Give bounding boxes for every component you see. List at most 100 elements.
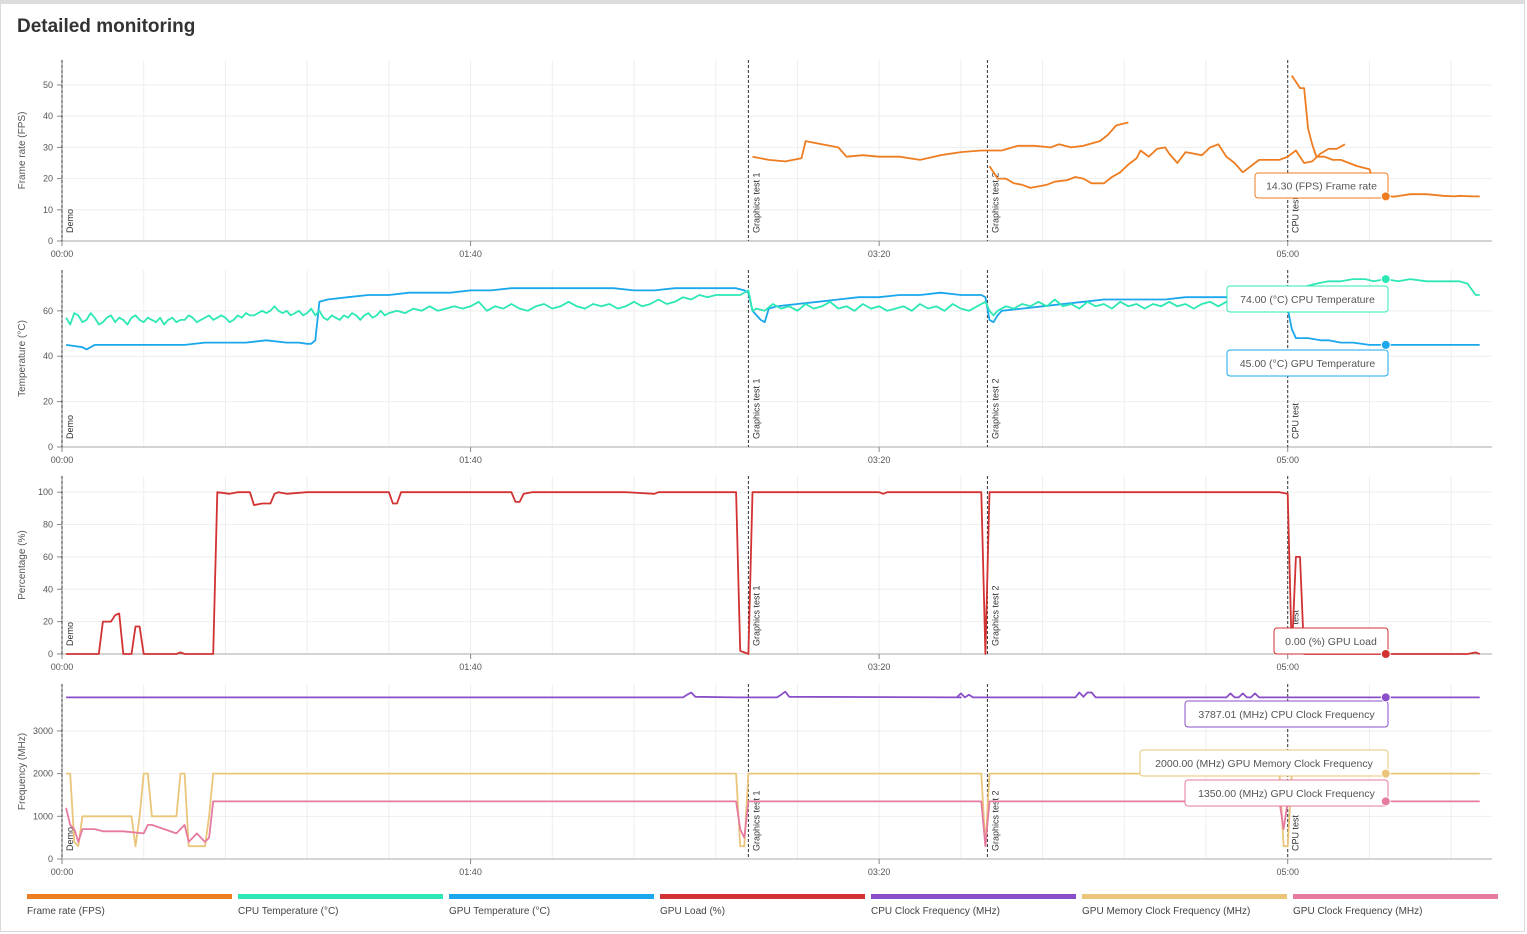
chart-panel-4: 0 1000 2000 3000 00:00 01:40 03:20 05:00 Frequen… bbox=[17, 684, 1492, 877]
y-axis-label: Percentage (%) bbox=[17, 530, 28, 599]
x-tick-label: 03:20 bbox=[868, 867, 891, 877]
test-marker-label: Demo bbox=[65, 622, 75, 646]
tooltip-text: 1350.00 (MHz) GPU Clock Frequency bbox=[1198, 788, 1376, 800]
legend-label: GPU Clock Frequency (MHz) bbox=[1293, 906, 1423, 917]
legend-color-swatch bbox=[660, 894, 865, 899]
legend-item[interactable]: GPU Memory Clock Frequency (MHz) bbox=[1082, 894, 1287, 917]
y-tick-label: 0 bbox=[48, 854, 53, 864]
y-tick-label: 80 bbox=[43, 520, 53, 530]
series-line-gpu-memory-clock-frequency bbox=[66, 772, 1480, 848]
chart-panel-1: 0 10 20 30 40 50 00:00 01:40 03:20 05:00 Frame rat… bbox=[17, 60, 1492, 259]
test-marker-label: CPU test bbox=[1291, 402, 1301, 439]
x-tick-label: 05:00 bbox=[1276, 867, 1299, 877]
series-line-gpu-load bbox=[66, 491, 1481, 655]
chart-panel-2: 0 20 40 60 00:00 01:40 03:20 05:00 Temperature (… bbox=[17, 270, 1492, 465]
y-axis-label: Frequency (MHz) bbox=[17, 733, 28, 810]
x-tick-label: 00:00 bbox=[51, 867, 74, 877]
x-tick-label: 03:20 bbox=[868, 662, 891, 672]
legend-label: GPU Load (%) bbox=[660, 906, 726, 917]
y-tick-label: 20 bbox=[43, 617, 53, 627]
test-marker-label: Graphics test 2 bbox=[990, 172, 1000, 233]
tooltip-box bbox=[1226, 285, 1389, 313]
y-tick-label: 0 bbox=[48, 649, 53, 659]
tooltip-text: 74.00 (°C) CPU Temperature bbox=[1240, 294, 1375, 306]
tooltip-text: 2000.00 (MHz) GPU Memory Clock Frequency bbox=[1155, 758, 1373, 770]
x-tick-label: 03:20 bbox=[868, 249, 891, 259]
legend-color-swatch bbox=[1293, 894, 1498, 899]
y-tick-label: 3000 bbox=[33, 726, 53, 736]
series-line-cpu-temperature bbox=[65, 278, 1480, 326]
y-tick-label: 20 bbox=[43, 174, 53, 184]
y-tick-label: 0 bbox=[48, 236, 53, 246]
tooltip-box bbox=[1273, 627, 1389, 655]
x-tick-label: 00:00 bbox=[51, 662, 74, 672]
tooltip-point[interactable] bbox=[1380, 692, 1391, 703]
legend-item[interactable]: GPU Load (%) bbox=[660, 894, 865, 917]
monitoring-charts: 0 10 20 30 40 50 00:00 01:40 03:20 05:00 Frame rat… bbox=[17, 60, 1492, 877]
tooltip-text: 3787.01 (MHz) CPU Clock Frequency bbox=[1198, 709, 1375, 721]
x-tick-label: 00:00 bbox=[51, 455, 74, 465]
tooltip-box bbox=[1226, 349, 1389, 377]
y-tick-label: 40 bbox=[43, 584, 53, 594]
test-marker-label: Graphics test 1 bbox=[751, 172, 761, 233]
test-marker-label: Demo bbox=[65, 415, 75, 439]
legend-item[interactable]: Frame rate (FPS) bbox=[27, 894, 232, 917]
series-line-frame-rate bbox=[752, 121, 1129, 163]
legend-label: GPU Temperature (°C) bbox=[449, 906, 551, 917]
y-tick-label: 20 bbox=[43, 397, 53, 407]
tooltip-point[interactable] bbox=[1380, 768, 1391, 779]
tooltip-text: 0.00 (%) GPU Load bbox=[1285, 636, 1377, 648]
y-tick-label: 30 bbox=[43, 142, 53, 152]
tooltip-box bbox=[1184, 700, 1389, 728]
tooltip-box bbox=[1184, 779, 1389, 807]
test-marker-label: Graphics test 2 bbox=[990, 378, 1000, 439]
legend-label: Frame rate (FPS) bbox=[27, 906, 105, 917]
tooltip-point[interactable] bbox=[1380, 796, 1391, 807]
tooltip-point[interactable] bbox=[1380, 191, 1391, 202]
y-axis-label: Temperature (°C) bbox=[17, 320, 28, 397]
test-marker-label: Graphics test 1 bbox=[751, 585, 761, 646]
tooltip-point[interactable] bbox=[1380, 339, 1391, 350]
x-tick-label: 05:00 bbox=[1276, 249, 1299, 259]
tooltip-box bbox=[1254, 172, 1389, 199]
x-tick-label: 05:00 bbox=[1276, 662, 1299, 672]
chart-panel-3: 0 20 40 60 80 100 00:00 01:40 03:20 05:00 Percenta… bbox=[17, 476, 1492, 672]
test-marker-label: Demo bbox=[65, 827, 75, 851]
test-marker-label: Graphics test 2 bbox=[990, 790, 1000, 851]
test-marker-label: Demo bbox=[65, 209, 75, 233]
series-line-cpu-clock-frequency bbox=[66, 690, 1480, 699]
test-marker-label: Graphics test 1 bbox=[751, 378, 761, 439]
tooltip-box bbox=[1139, 749, 1389, 777]
test-marker-label: CPU test bbox=[1291, 814, 1301, 851]
y-tick-label: 60 bbox=[43, 552, 53, 562]
test-marker-label: CPU test bbox=[1291, 196, 1301, 233]
tooltip-text: 14.30 (FPS) Frame rate bbox=[1266, 181, 1377, 193]
series-line-frame-rate bbox=[1291, 75, 1480, 198]
test-marker-label: Graphics test 2 bbox=[990, 585, 1000, 646]
series-line-gpu-clock-frequency bbox=[65, 800, 1480, 848]
legend-color-swatch bbox=[449, 894, 654, 899]
legend-item[interactable]: CPU Temperature (°C) bbox=[238, 894, 443, 917]
legend-color-swatch bbox=[238, 894, 443, 899]
legend-label: GPU Memory Clock Frequency (MHz) bbox=[1082, 906, 1251, 917]
x-tick-label: 01:40 bbox=[459, 662, 482, 672]
tooltip-point[interactable] bbox=[1380, 274, 1391, 285]
page-title: Detailed monitoring bbox=[17, 16, 196, 37]
test-marker-label: Graphics test 1 bbox=[751, 790, 761, 851]
y-tick-label: 100 bbox=[38, 487, 53, 497]
y-axis-label: Frame rate (FPS) bbox=[17, 112, 28, 190]
y-tick-label: 40 bbox=[43, 351, 53, 361]
x-tick-label: 05:00 bbox=[1276, 455, 1299, 465]
y-tick-label: 10 bbox=[43, 205, 53, 215]
legend-color-swatch bbox=[1082, 894, 1287, 899]
x-tick-label: 03:20 bbox=[868, 455, 891, 465]
legend-item[interactable]: GPU Temperature (°C) bbox=[449, 894, 654, 917]
legend-item[interactable]: CPU Clock Frequency (MHz) bbox=[871, 894, 1076, 917]
legend-color-swatch bbox=[871, 894, 1076, 899]
tooltip-point[interactable] bbox=[1380, 649, 1391, 659]
x-tick-label: 01:40 bbox=[459, 455, 482, 465]
x-tick-label: 00:00 bbox=[51, 249, 74, 259]
legend-item[interactable]: GPU Clock Frequency (MHz) bbox=[1293, 894, 1498, 917]
y-tick-label: 60 bbox=[43, 306, 53, 316]
